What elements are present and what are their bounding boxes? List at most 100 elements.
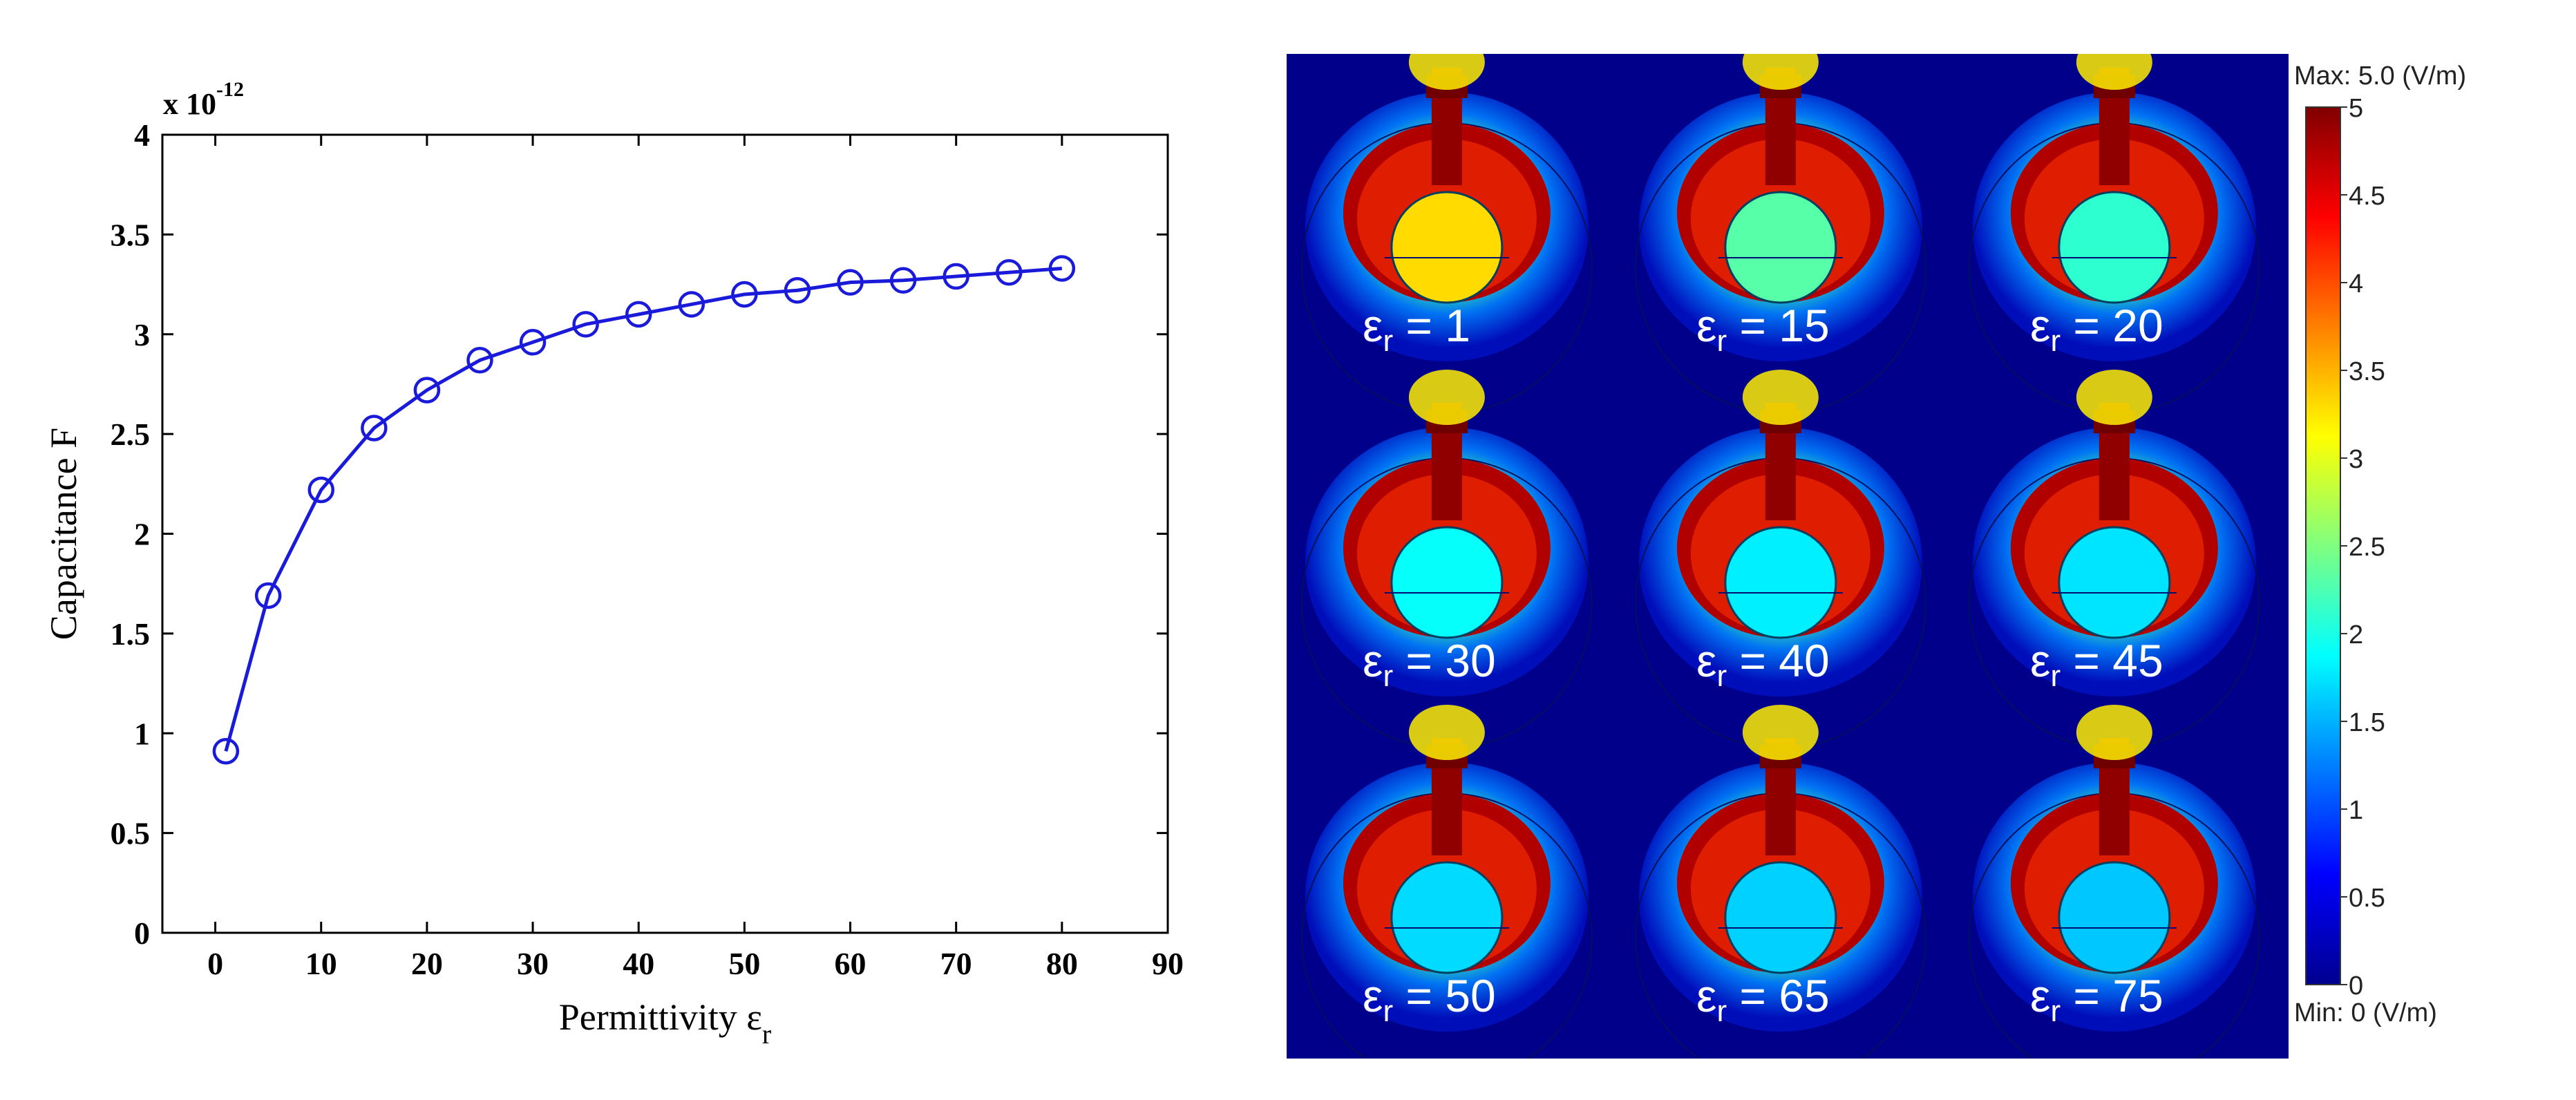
tip-hotspot [1742,705,1819,760]
colorbar-gradient [2305,106,2341,985]
label-symbol: ε [1363,970,1383,1021]
x-tick-label: 70 [940,946,972,981]
label-subscript: r [2050,659,2061,694]
data-point [837,269,864,296]
dielectric-sphere [2058,861,2171,974]
x-tick-label: 0 [207,946,223,981]
dielectric-sphere [1724,526,1837,639]
label-value: = 40 [1727,635,1830,686]
permittivity-label: εr = 65 [1696,969,1830,1029]
y-tick-label: 3 [134,317,150,352]
y-tick-label: 4 [134,117,150,153]
label-value: = 20 [2061,300,2163,351]
x-tick-label: 60 [835,946,866,981]
dielectric-sphere [1724,861,1837,974]
colorbar-tick-label: 3.5 [2349,357,2385,386]
data-point [413,377,441,404]
permittivity-label: εr = 15 [1696,299,1830,359]
label-symbol: ε [2030,300,2051,351]
field-panel-cell [1968,54,2260,414]
y-tick-label: 2.5 [111,417,151,452]
colorbar-tick-label: 3 [2349,445,2363,474]
plot-frame [161,133,1169,934]
colorbar-tick-label: 0 [2349,971,2363,1001]
y-tick-label: 1.5 [111,616,151,652]
colorbar-tick-label: 2.5 [2349,533,2385,562]
field-panel-cell [1634,370,1926,749]
data-point [572,311,599,338]
data-point [731,281,758,308]
label-subscript: r [1716,324,1727,359]
data-point [519,329,547,356]
permittivity-label: εr = 20 [2030,299,2163,359]
tip-hotspot [1742,370,1819,425]
permittivity-label: εr = 50 [1363,969,1496,1029]
tip-hotspot [2076,705,2152,760]
label-value: = 30 [1393,635,1496,686]
colorbar-tick-label: 4.5 [2349,182,2385,211]
label-subscript: r [1383,324,1394,359]
y-tick-label: 3.5 [111,217,151,252]
colorbar-tick-label: 1.5 [2349,708,2385,737]
label-symbol: ε [1363,635,1383,686]
x-tick-label: 40 [623,946,654,981]
tip-hotspot [2076,370,2152,425]
y-tick-label: 0.5 [111,816,151,851]
data-point [678,291,705,318]
tip-hotspot [1408,370,1485,425]
label-value: = 50 [1393,970,1496,1021]
tip-hotspot [1742,54,1819,90]
data-point [784,276,811,304]
dielectric-sphere [1390,191,1504,304]
data-point [1048,255,1076,282]
label-value: = 1 [1393,300,1471,351]
dielectric-sphere [2058,526,2171,639]
label-subscript: r [1716,659,1727,694]
data-point [361,415,388,442]
data-point [212,737,240,765]
data-point [307,476,334,504]
dielectric-sphere [1390,526,1504,639]
label-symbol: ε [2030,970,2051,1021]
label-subscript: r [2050,994,2061,1029]
field-panel-cell [1634,54,1926,414]
label-value: = 75 [2061,970,2163,1021]
label-symbol: ε [1363,300,1383,351]
tip-hotspot [1408,54,1485,90]
field-panel-cell [1634,705,1926,1059]
dielectric-sphere [1390,861,1504,974]
permittivity-label: εr = 1 [1363,299,1470,359]
data-point [254,582,282,609]
field-panel-cell [1300,54,1593,414]
label-value: = 15 [1727,300,1830,351]
x-axis-label: Permittivity εr [559,996,772,1050]
label-symbol: ε [1696,635,1717,686]
colorbar: 5 4.5 4 3.5 3 2.5 2 1.5 1 0.5 0 Max: 5.0 (V/m) Min: … [2294,61,2466,1027]
y-tick-label: 1 [134,716,150,751]
label-symbol: ε [2030,635,2051,686]
capacitance-line [224,266,1063,752]
permittivity-label: εr = 40 [1696,634,1830,694]
label-subscript: r [1383,659,1394,694]
data-point [466,347,493,374]
label-subscript: r [1716,994,1727,1029]
dielectric-sphere [1724,191,1837,304]
label-value: = 45 [2061,635,2163,686]
x-tick-label: 30 [517,946,549,981]
field-panel-cell [1968,705,2260,1059]
x-tick-label: 50 [728,946,760,981]
y-tick-label: 2 [134,517,150,552]
colorbar-tick-label: 2 [2349,620,2363,649]
label-symbol: ε [1696,300,1717,351]
label-subscript: r [2050,324,2061,359]
permittivity-label: εr = 75 [2030,969,2163,1029]
x-tick-label: 80 [1046,946,1078,981]
capacitance-chart: 0 10 20 30 40 50 60 70 80 90 0 0.5 1 1.5 2 2.5 3 3.5 4 x 10… [43,78,1184,1050]
dielectric-sphere [2058,191,2171,304]
y-axis-label: Capacitance F [43,428,84,640]
axis-exponent-power: -12 [216,78,244,101]
data-point [889,267,917,294]
data-point [996,258,1023,286]
colorbar-max-label: Max: 5.0 (V/m) [2294,61,2466,91]
data-point [625,301,652,328]
